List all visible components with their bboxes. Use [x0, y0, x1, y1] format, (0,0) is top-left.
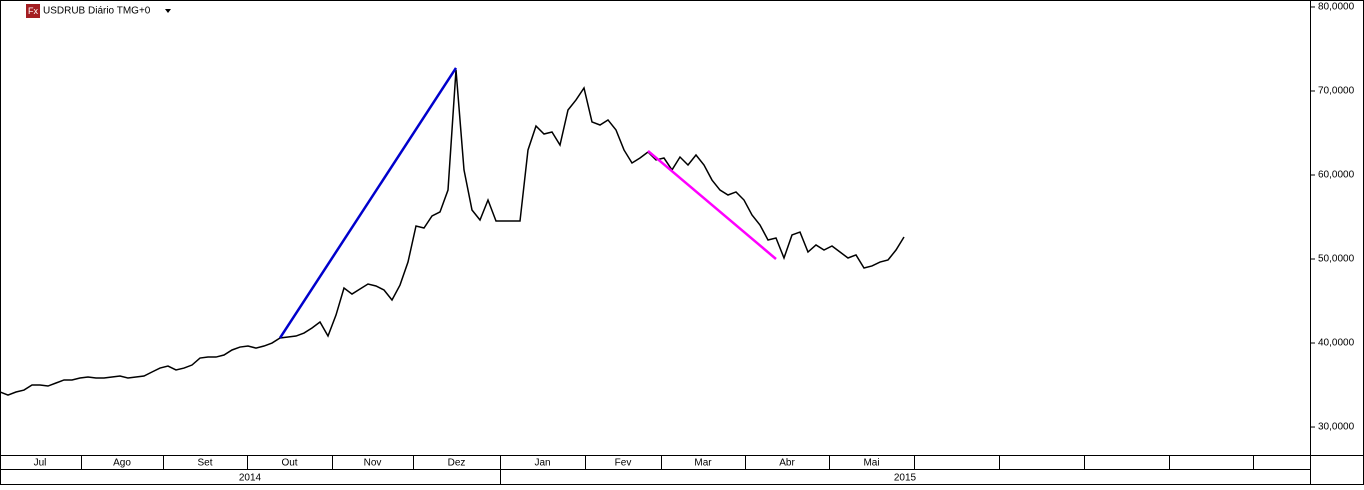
symbol-icon — [26, 4, 40, 18]
month-label: Abr — [779, 458, 795, 469]
year-label: 2015 — [894, 473, 917, 484]
trend-line — [647, 150, 777, 260]
y-tick-label: 40,0000 — [1318, 338, 1355, 349]
y-tick-label: 70,0000 — [1318, 86, 1355, 97]
month-label: Dez — [448, 458, 466, 469]
dropdown-arrow[interactable] — [165, 9, 171, 13]
year-label: 2014 — [239, 473, 262, 484]
y-tick-label: 30,0000 — [1318, 422, 1355, 433]
month-label: Fev — [615, 458, 632, 469]
price-line — [0, 69, 905, 396]
trend-line — [278, 67, 458, 339]
chart-title[interactable]: USDRUB Diário TMG+0 — [43, 6, 151, 17]
y-tick-label: 80,0000 — [1318, 2, 1355, 13]
y-tick-label: 60,0000 — [1318, 170, 1355, 181]
month-label: Ago — [113, 458, 131, 469]
month-label: Set — [197, 458, 212, 469]
month-label: Mai — [863, 458, 879, 469]
month-label: Jan — [534, 458, 550, 469]
icon-text: Fx — [28, 6, 38, 16]
month-label: Jul — [34, 458, 47, 469]
month-label: Mar — [694, 458, 712, 469]
month-label: Nov — [364, 458, 382, 469]
month-label: Out — [281, 458, 297, 469]
y-tick-label: 50,0000 — [1318, 254, 1355, 265]
